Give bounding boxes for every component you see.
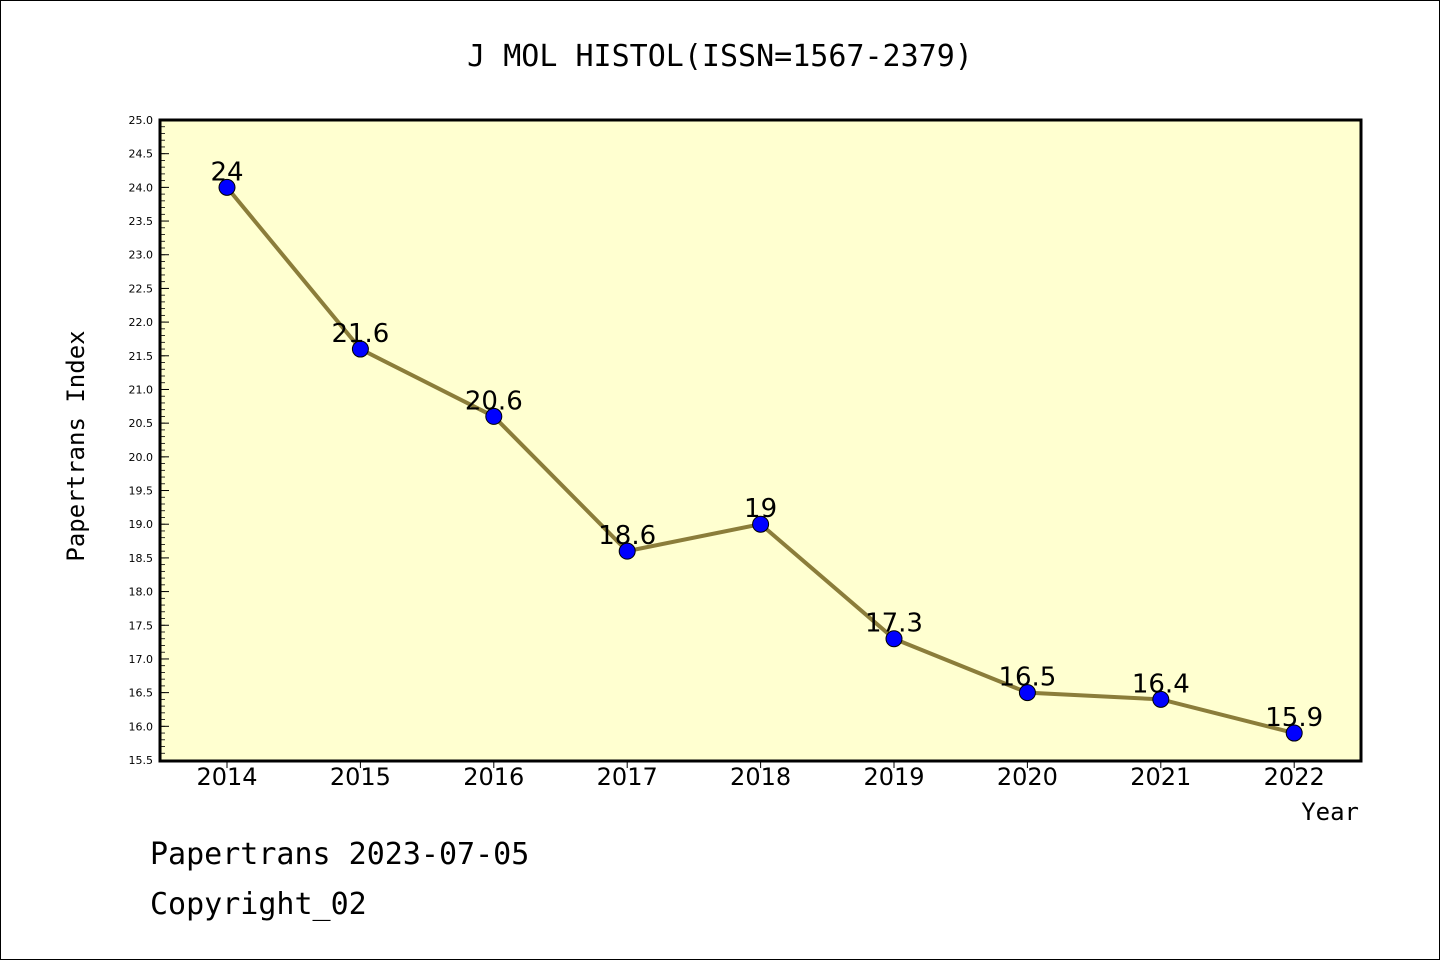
- x-tick-label: 2021: [1130, 763, 1191, 791]
- y-tick-label: 19.0: [129, 518, 154, 531]
- x-tick-label: 2014: [196, 763, 257, 791]
- data-label: 19: [744, 494, 777, 524]
- y-tick-label: 21.0: [129, 383, 154, 396]
- data-point: [1285, 724, 1303, 742]
- series-markers: [218, 178, 1303, 742]
- footer-copyright: Copyright_02: [150, 887, 367, 922]
- data-label: 21.6: [331, 319, 389, 349]
- y-axis-label: Papertrans Index: [62, 330, 90, 561]
- data-point: [752, 515, 770, 533]
- data-labels: 24 21.6 20.6 18.6 19 17.3 16.5 16.4 15.9: [210, 157, 1323, 733]
- y-tick-label: 15.5: [129, 754, 154, 767]
- x-tick-label: 2020: [997, 763, 1058, 791]
- y-tick-label: 25.0: [129, 114, 154, 127]
- x-axis-label: Year: [1301, 798, 1359, 826]
- y-tick-label: 22.0: [129, 316, 154, 329]
- y-tick-label: 16.5: [129, 687, 154, 700]
- data-point: [885, 630, 903, 648]
- y-tick-label: 17.0: [129, 653, 154, 666]
- y-tick-label: 22.5: [129, 282, 154, 295]
- y-tick-label: 23.0: [129, 249, 154, 262]
- y-tick-label: 23.5: [129, 215, 154, 228]
- data-point: [351, 340, 369, 358]
- data-label: 24: [210, 157, 243, 187]
- chart-title: J MOL HISTOL(ISSN=1567-2379): [467, 39, 973, 74]
- x-tick-label: 2018: [730, 763, 791, 791]
- data-point: [485, 407, 503, 425]
- y-axis: 15.5 16.0 16.5 17.0 17.5 18.0 18.5 19.0 19.5 20.0…: [129, 114, 169, 767]
- plot-area: [158, 118, 1363, 763]
- data-label: 16.5: [998, 663, 1056, 693]
- x-tick-label: 2015: [330, 763, 391, 791]
- y-tick-label: 17.5: [129, 619, 154, 632]
- data-point: [618, 542, 636, 560]
- y-tick-label: 21.5: [129, 350, 154, 363]
- x-tick-label: 2019: [863, 763, 924, 791]
- data-label: 17.3: [865, 609, 923, 639]
- footer-date: Papertrans 2023-07-05: [150, 837, 529, 872]
- data-label: 16.4: [1132, 669, 1190, 699]
- x-tick-label: 2017: [597, 763, 658, 791]
- x-tick-label: 2016: [463, 763, 524, 791]
- data-point: [1152, 690, 1170, 708]
- data-label: 18.6: [598, 521, 656, 551]
- data-label: 20.6: [465, 386, 523, 416]
- x-tick-label: 2022: [1264, 763, 1325, 791]
- x-axis: 2014 2015 2016 2017 2018 2019 2020 2021 2022: [196, 760, 1325, 791]
- y-tick-label: 24.5: [129, 148, 154, 161]
- data-point: [218, 178, 236, 196]
- data-label: 15.9: [1265, 703, 1323, 733]
- data-point: [1018, 684, 1036, 702]
- y-tick-label: 18.0: [129, 586, 154, 599]
- y-tick-label: 16.0: [129, 720, 154, 733]
- y-tick-label: 20.5: [129, 417, 154, 430]
- y-tick-label: 24.0: [129, 181, 154, 194]
- y-tick-label: 18.5: [129, 552, 154, 565]
- y-tick-label: 19.5: [129, 485, 154, 498]
- y-tick-label: 20.0: [129, 451, 154, 464]
